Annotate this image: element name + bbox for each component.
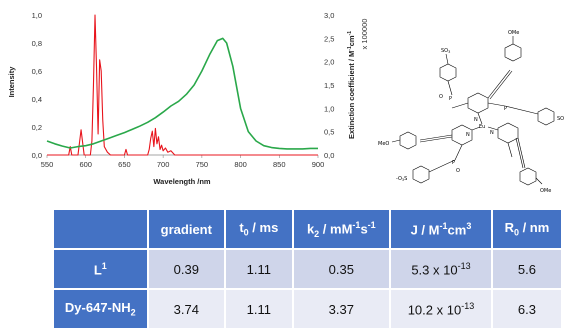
table-cell: 5.6 — [492, 250, 563, 290]
x-ticks: 550 600 650 700 750 800 850 900 — [41, 155, 325, 169]
y-left-axis-label: Intensity — [7, 66, 16, 98]
table-column-header: t0 / ms — [226, 210, 294, 250]
table-body: L1 0.39 1.11 0.35 5.3 x 10-13 5.6 Dy-647-NH2 3.… — [54, 250, 563, 330]
table-cell: 1.11 — [226, 290, 294, 330]
p-label-2: P — [504, 106, 507, 112]
ome-top-label: OMe — [508, 30, 519, 36]
table-row: Dy-647-NH2 3.74 1.11 3.37 10.2 x 10-13 6.3 — [54, 290, 563, 330]
y-left-tick-label: 0,8 — [32, 39, 42, 48]
y-right-tick-label: 0,5 — [324, 128, 334, 137]
y-right-tick-label: 1,0 — [324, 104, 334, 113]
table-cell: 1.11 — [226, 250, 294, 290]
so3-top-label: SO3 — [441, 48, 450, 54]
x-tick-label: 700 — [157, 160, 170, 169]
table-cell: 0.39 — [148, 250, 227, 290]
o-label-1: O — [439, 94, 443, 100]
x-tick-label: 850 — [273, 160, 286, 169]
ome-bottom-label: OMe — [540, 188, 551, 194]
y-left-tick-label: 0,6 — [32, 67, 42, 76]
eu-label: Eu — [479, 124, 485, 130]
y-left-tick-label: 0,0 — [32, 151, 42, 160]
x-tick-label: 900 — [312, 160, 325, 169]
table-column-header: J / M-1cm3 — [391, 210, 493, 250]
table-header-row: gradient t0 / ms k2 / mM-1s-1 J / M-1cm3 R0 … — [54, 210, 563, 250]
table-column-header: gradient — [148, 210, 227, 250]
y-right-tick-label: 3,0 — [324, 11, 334, 20]
table-cell: 6.3 — [492, 290, 563, 330]
x-tick-label: 750 — [196, 160, 209, 169]
table-cell: 5.3 x 10-13 — [391, 250, 493, 290]
x-axis-label: Wavelength /nm — [153, 177, 211, 186]
table-cell: 10.2 x 10-13 — [391, 290, 493, 330]
so3-right-label: SO — [557, 116, 564, 122]
y-right-ticks: 0,0 0,5 1,0 1,5 2,0 2,5 3,0 — [324, 11, 334, 160]
results-table: gradient t0 / ms k2 / mM-1s-1 J / M-1cm3 R0 … — [54, 210, 563, 330]
table-column-header: k2 / mM-1s-1 — [293, 210, 392, 250]
n-label-3: N — [466, 132, 470, 138]
p-label-3: P — [452, 160, 455, 166]
intensity-series-line — [47, 14, 318, 156]
so3-left-label: -O3S — [396, 176, 407, 182]
y-left-ticks: 0,0 0,2 0,4 0,6 0,8 1,0 — [32, 11, 42, 160]
table-cell: 0.35 — [293, 250, 392, 290]
y-right-axis-label: Extinction coefficient / M-1cm-1 — [347, 31, 356, 139]
table-row-header: L1 — [54, 250, 149, 290]
right-multiplier-label: x 100000 — [360, 19, 369, 50]
table-row-header: Dy-647-NH2 — [54, 290, 149, 330]
x-tick-label: 650 — [118, 160, 131, 169]
y-left-tick-label: 0,2 — [32, 123, 42, 132]
x-tick-label: 600 — [79, 160, 92, 169]
y-right-tick-label: 0,0 — [324, 151, 334, 160]
table-row: L1 0.39 1.11 0.35 5.3 x 10-13 5.6 — [54, 250, 563, 290]
n-label-2: N — [490, 130, 494, 136]
y-left-tick-label: 1,0 — [32, 11, 42, 20]
table-cell: 3.37 — [293, 290, 392, 330]
chart-series — [46, 14, 318, 156]
y-right-tick-label: 2,5 — [324, 34, 334, 43]
table-corner-cell — [54, 210, 149, 250]
chemical-structure — [391, 36, 555, 186]
p-label-1: P — [449, 96, 452, 102]
table-cell: 3.74 — [148, 290, 227, 330]
spectrum-chart: 0,0 0,2 0,4 0,6 0,8 1,0 0,0 0,5 1,0 1,5 2,0 2,5 3,0… — [7, 11, 564, 194]
extinction-series-line — [46, 37, 318, 150]
y-left-tick-label: 0,4 — [32, 95, 42, 104]
table-column-header: R0 / nm — [492, 210, 563, 250]
x-tick-label: 800 — [234, 160, 247, 169]
y-right-tick-label: 1,5 — [324, 81, 334, 90]
o-label-2: O — [456, 168, 460, 174]
y-right-tick-label: 2,0 — [324, 58, 334, 67]
meo-left-label: MeO — [378, 141, 389, 147]
x-tick-label: 550 — [41, 160, 54, 169]
n-label-1: N — [474, 117, 478, 123]
